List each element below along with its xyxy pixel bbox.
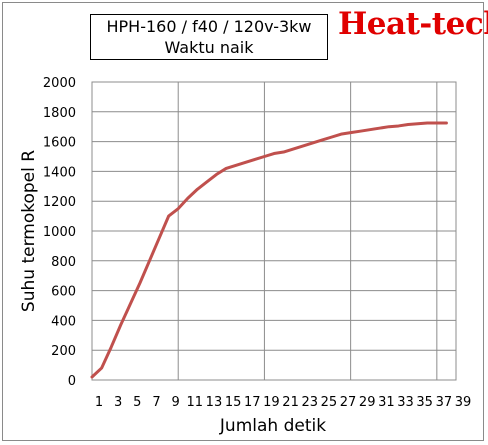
data-point bbox=[177, 207, 180, 210]
y-tick-label: 1600 bbox=[43, 136, 76, 151]
data-point bbox=[378, 127, 381, 129]
data-point bbox=[397, 125, 400, 127]
x-tick-label: 17 bbox=[244, 395, 261, 410]
chart-title-box: HPH-160 / f40 / 120v-3kw Waktu naik bbox=[90, 14, 328, 60]
data-point bbox=[139, 282, 141, 284]
data-point bbox=[196, 188, 199, 191]
data-point bbox=[91, 376, 93, 378]
y-tick-label: 200 bbox=[51, 344, 76, 359]
data-point bbox=[330, 136, 333, 138]
y-tick-label: 600 bbox=[51, 285, 76, 300]
y-tick-label: 1400 bbox=[43, 165, 76, 180]
y-tick-label: 1200 bbox=[43, 195, 76, 210]
x-axis-label: Jumlah detik bbox=[219, 416, 326, 436]
series-line bbox=[90, 121, 448, 379]
x-tick-label: 3 bbox=[114, 395, 122, 410]
series bbox=[90, 121, 448, 379]
data-point bbox=[311, 142, 314, 144]
y-tick-label: 2000 bbox=[43, 76, 76, 91]
data-point bbox=[407, 123, 409, 126]
x-tick-label: 15 bbox=[225, 395, 242, 410]
data-point bbox=[234, 164, 237, 167]
x-tick-label: 29 bbox=[359, 395, 376, 410]
x-tick-label: 33 bbox=[397, 395, 414, 410]
data-point bbox=[416, 122, 419, 125]
data-point bbox=[167, 215, 170, 217]
data-point bbox=[388, 125, 390, 128]
data-point bbox=[426, 122, 429, 124]
data-point bbox=[225, 167, 227, 170]
data-point bbox=[186, 197, 189, 200]
x-tick-labels: 1 3 5 7 9 11 13 15 17 19 21 23 25 27 29 31 33 35 37 39 bbox=[95, 395, 471, 410]
data-point bbox=[129, 303, 132, 305]
data-point bbox=[301, 145, 304, 147]
y-tick-label: 1000 bbox=[43, 225, 76, 240]
data-point bbox=[254, 158, 256, 161]
data-point bbox=[359, 130, 362, 132]
y-tick-label: 1800 bbox=[43, 106, 76, 121]
y-tick-label: 800 bbox=[51, 255, 76, 270]
data-point bbox=[158, 237, 160, 240]
plot-area-border bbox=[91, 81, 457, 381]
data-point bbox=[110, 346, 112, 349]
x-tick-label: 19 bbox=[263, 395, 280, 410]
brand-logo-text: Heat-tech bbox=[338, 6, 488, 42]
data-point bbox=[349, 131, 352, 134]
y-tick-labels: 0 200 400 600 800 1000 1200 1400 1600 1800 2000 bbox=[43, 76, 76, 389]
x-tick-label: 1 bbox=[95, 395, 103, 410]
data-point bbox=[273, 152, 275, 155]
x-tick-label: 37 bbox=[436, 395, 453, 410]
y-tick-label: 400 bbox=[51, 314, 76, 329]
x-tick-label: 21 bbox=[282, 395, 299, 410]
data-point bbox=[445, 122, 448, 124]
x-tick-label: 7 bbox=[152, 395, 160, 410]
x-tick-label: 5 bbox=[133, 395, 141, 410]
x-tick-label: 9 bbox=[171, 395, 179, 410]
x-tick-label: 11 bbox=[187, 395, 204, 410]
data-point bbox=[436, 122, 438, 124]
data-point bbox=[148, 260, 151, 262]
chart-frame bbox=[2, 2, 484, 441]
data-point bbox=[215, 173, 218, 176]
x-tick-label: 25 bbox=[321, 395, 338, 410]
x-tick-label: 23 bbox=[301, 395, 318, 410]
data-point bbox=[321, 139, 323, 141]
x-tick-label: 31 bbox=[378, 395, 395, 410]
data-point bbox=[282, 151, 285, 153]
y-axis-label: Suhu termokopel R bbox=[19, 150, 39, 312]
x-tick-label: 27 bbox=[340, 395, 357, 410]
data-point bbox=[340, 133, 342, 135]
x-tick-label: 35 bbox=[416, 395, 433, 410]
y-tick-label: 0 bbox=[68, 374, 76, 389]
x-tick-label: 13 bbox=[206, 395, 223, 410]
data-point bbox=[263, 155, 266, 158]
data-point bbox=[100, 367, 103, 369]
data-point bbox=[292, 148, 294, 150]
data-point bbox=[244, 161, 247, 164]
x-tick-label: 39 bbox=[455, 395, 472, 410]
data-point bbox=[368, 128, 371, 131]
data-point bbox=[119, 324, 122, 326]
data-point bbox=[206, 181, 208, 183]
chart-title: HPH-160 / f40 / 120v-3kw bbox=[106, 17, 312, 36]
chart-subtitle: Waktu naik bbox=[164, 38, 254, 57]
